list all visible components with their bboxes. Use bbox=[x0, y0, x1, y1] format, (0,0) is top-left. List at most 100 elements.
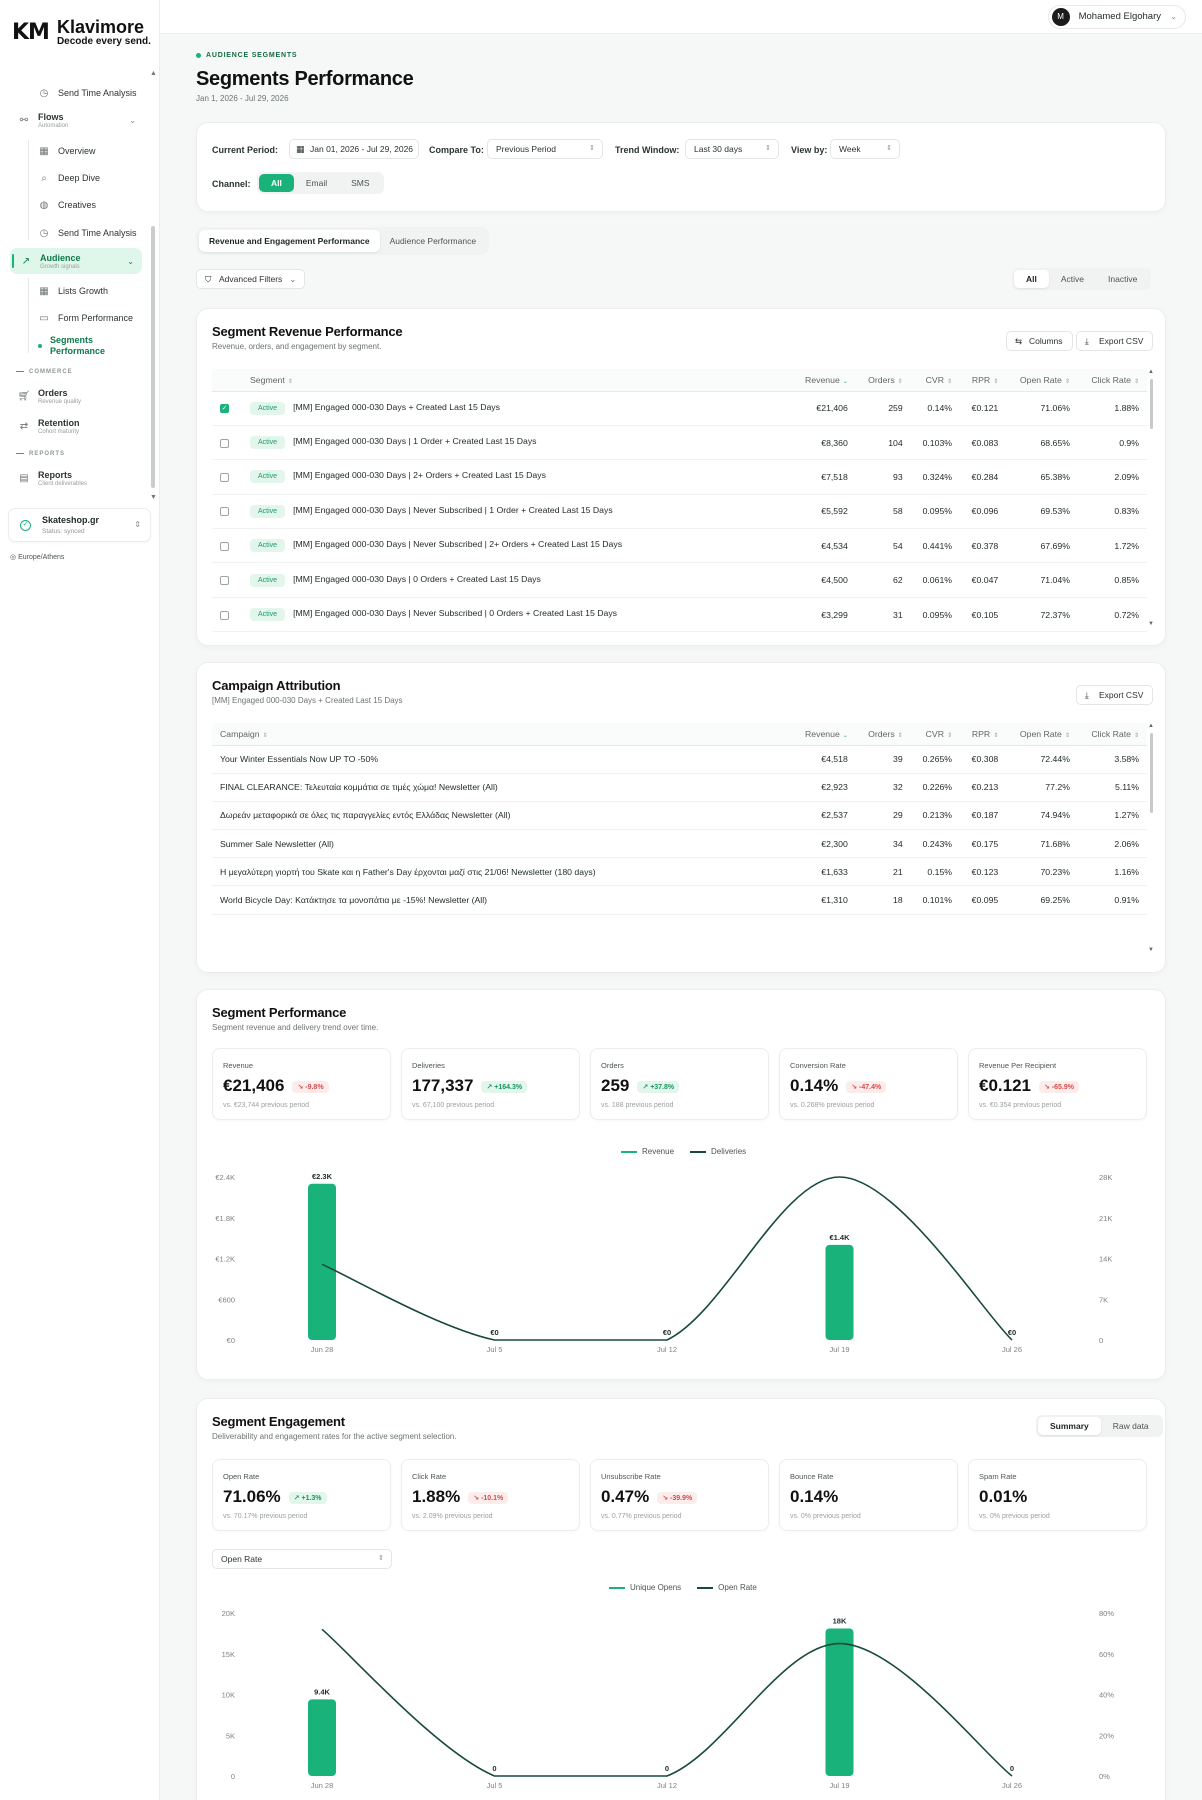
segment-performance-card: Segment Performance Segment revenue and … bbox=[196, 989, 1166, 1380]
columns-button[interactable]: ⇆ Columns bbox=[1006, 331, 1073, 351]
campaign-column-header[interactable]: Campaign ⇕ bbox=[212, 723, 792, 746]
clock-icon: ◷ bbox=[39, 227, 49, 239]
campaign-name-cell: Summer Sale Newsletter (All) bbox=[212, 829, 792, 859]
open-rate-column-header[interactable]: Open Rate ⇕ bbox=[1006, 723, 1078, 746]
revenue-cell: €8,360 bbox=[792, 425, 856, 461]
scroll-up-icon[interactable]: ▲ bbox=[150, 70, 157, 77]
sidebar-item-creatives[interactable]: ◍ Creatives bbox=[38, 199, 96, 211]
table-row[interactable]: Active [MM] Engaged 000-030 Days | 1 Orde… bbox=[212, 425, 1147, 461]
row-checkbox[interactable] bbox=[220, 473, 229, 483]
row-checkbox[interactable] bbox=[220, 610, 229, 620]
orders-column-header[interactable]: Orders ⇕ bbox=[855, 369, 911, 392]
campaign-export-csv-button[interactable]: ⤓ Export CSV bbox=[1076, 685, 1154, 705]
click-rate-column-header[interactable]: Click Rate ⇕ bbox=[1077, 723, 1147, 746]
sidebar-item-lists-growth[interactable]: ▦ Lists Growth bbox=[38, 285, 108, 297]
kpi-value: 71.06% bbox=[223, 1487, 281, 1506]
engagement-metric-select[interactable]: Open Rate ⇕ bbox=[212, 1549, 392, 1569]
open-rate-column-header[interactable]: Open Rate ⇕ bbox=[1006, 369, 1078, 392]
table-row[interactable]: World Bicycle Day: Κατάκτησε τα μονοπάτι… bbox=[212, 885, 1147, 915]
sidebar-item-reports[interactable]: ▤ Reports Client deliverables bbox=[18, 470, 87, 487]
table-row[interactable]: Active [MM] Engaged 000-030 Days | Never … bbox=[212, 494, 1147, 530]
status-inactive[interactable]: Inactive bbox=[1108, 274, 1138, 284]
scroll-up-icon[interactable]: ▲ bbox=[1148, 723, 1154, 729]
row-checkbox[interactable] bbox=[220, 438, 229, 448]
segment-revenue-title: Segment Revenue Performance bbox=[212, 324, 403, 339]
segment-table-scrollbar[interactable]: ▲ ▼ bbox=[1148, 369, 1154, 629]
table-row[interactable]: Active [MM] Engaged 000-030 Days | 2+ Ord… bbox=[212, 459, 1147, 495]
sidebar-scroll-thumb[interactable] bbox=[151, 226, 155, 488]
table-row[interactable]: Active [MM] Engaged 000-030 Days | Never … bbox=[212, 597, 1147, 633]
cvr-column-header[interactable]: CVR ⇕ bbox=[910, 723, 961, 746]
row-checkbox[interactable] bbox=[220, 576, 229, 586]
revenue-column-header[interactable]: Revenue ⌄ bbox=[792, 723, 856, 746]
campaign-table-scrollbar[interactable]: ▲ ▼ bbox=[1148, 723, 1154, 955]
sidebar-item-segments-performance[interactable]: Segments Performance bbox=[38, 335, 128, 357]
store-switcher[interactable]: ✓ Skateshop.gr Status: synced ⇕ bbox=[8, 508, 151, 542]
legend-item-revenue[interactable]: Revenue bbox=[621, 1147, 674, 1156]
status-active[interactable]: Active bbox=[1060, 274, 1085, 284]
tab-revenue-engagement[interactable]: Revenue and Engagement Performance bbox=[199, 230, 380, 252]
compare-select[interactable]: Previous Period ⇕ bbox=[487, 139, 603, 159]
table-row[interactable]: FINAL CLEARANCE: Τελευταία κομμάτια σε τ… bbox=[212, 773, 1147, 802]
user-menu[interactable]: M Mohamed Elgohary ⌄ bbox=[1047, 5, 1186, 29]
sidebar-item-retention[interactable]: ⇄ Retention Cohort maturity bbox=[18, 418, 80, 435]
click-rate-column-header[interactable]: Click Rate ⇕ bbox=[1077, 369, 1147, 392]
scroll-down-icon[interactable]: ▼ bbox=[150, 494, 157, 501]
scroll-down-icon[interactable]: ▼ bbox=[1148, 621, 1154, 627]
up-down-icon: ⇕ bbox=[378, 1555, 384, 1562]
sidebar-item-orders[interactable]: 🛒︎ Orders Revenue quality bbox=[18, 388, 81, 405]
tab-audience-performance[interactable]: Audience Performance bbox=[389, 236, 477, 246]
sidebar-item-form-performance[interactable]: ▭ Form Performance bbox=[38, 312, 133, 324]
trend-window-select[interactable]: Last 30 days ⇕ bbox=[685, 139, 779, 159]
scroll-up-icon[interactable]: ▲ bbox=[1148, 369, 1154, 375]
sidebar-item-deep-dive[interactable]: ⌕ Deep Dive bbox=[38, 172, 100, 184]
up-down-icon: ⇕ bbox=[589, 145, 595, 152]
rpr-cell: €0.047 bbox=[960, 562, 1007, 598]
revenue-column-header[interactable]: Revenue ⌄ bbox=[792, 369, 856, 392]
kpi-previous: vs. 0% previous period bbox=[979, 1513, 1050, 1520]
sidebar-item-send-time-analysis[interactable]: ◷ Send Time Analysis bbox=[38, 87, 137, 99]
brand-logo[interactable]: KM Klavimore Decode every send. bbox=[12, 18, 151, 47]
channel-all[interactable]: All bbox=[259, 174, 294, 192]
rpr-column-header[interactable]: RPR ⇕ bbox=[960, 369, 1007, 392]
legend-item-deliveries[interactable]: Deliveries bbox=[690, 1147, 746, 1156]
table-row[interactable]: Summer Sale Newsletter (All) €2,300 34 0.24… bbox=[212, 829, 1147, 859]
table-row[interactable]: Active [MM] Engaged 000-030 Days | 0 Orde… bbox=[212, 562, 1147, 598]
sidebar-item-overview[interactable]: ▦ Overview bbox=[38, 145, 95, 157]
sidebar-item-flows[interactable]: ⚯ Flows Automation ⌄ bbox=[18, 112, 136, 129]
orders-column-header[interactable]: Orders ⇕ bbox=[855, 723, 911, 746]
channel-email[interactable]: Email bbox=[305, 178, 328, 188]
scroll-down-icon[interactable]: ▼ bbox=[1148, 947, 1154, 953]
current-period-picker[interactable]: ▦ Jan 01, 2026 - Jul 29, 2026 bbox=[289, 139, 419, 159]
scroll-thumb[interactable] bbox=[1150, 379, 1153, 429]
sidebar-item-audience[interactable]: ↗ Audience Growth signals ⌄ bbox=[10, 248, 142, 274]
row-checkbox[interactable] bbox=[220, 507, 229, 517]
row-checkbox[interactable]: ✓ bbox=[220, 404, 229, 414]
legend-item-open-rate[interactable]: Open Rate bbox=[697, 1583, 757, 1592]
segment-column-header[interactable]: Segment ⇕ bbox=[242, 369, 792, 392]
table-row[interactable]: Δωρεάν μεταφορικά σε όλες τις παραγγελίε… bbox=[212, 801, 1147, 831]
sidebar-item-send-time-analysis-flows[interactable]: ◷ Send Time Analysis bbox=[38, 227, 137, 239]
header-label: Segment bbox=[250, 374, 285, 385]
export-csv-button[interactable]: ⤓ Export CSV bbox=[1076, 331, 1154, 351]
rpr-column-header[interactable]: RPR ⇕ bbox=[960, 723, 1007, 746]
view-by-select[interactable]: Week ⇕ bbox=[830, 139, 900, 159]
status-all[interactable]: All bbox=[1014, 270, 1049, 288]
scroll-thumb[interactable] bbox=[1150, 733, 1153, 813]
view-raw-data[interactable]: Raw data bbox=[1112, 1421, 1149, 1431]
table-row[interactable]: Η μεγαλύτερη γιορτή του Skate και η Fath… bbox=[212, 857, 1147, 887]
sidebar-item-label: Lists Growth bbox=[58, 286, 109, 296]
y-right-tick-label: 20% bbox=[1099, 1731, 1114, 1740]
cvr-column-header[interactable]: CVR ⇕ bbox=[910, 369, 961, 392]
sidebar-scrollbar[interactable]: ▲ ▼ bbox=[150, 70, 157, 501]
table-row[interactable]: Active [MM] Engaged 000-030 Days | Never … bbox=[212, 528, 1147, 564]
row-checkbox[interactable] bbox=[220, 541, 229, 551]
advanced-filters-button[interactable]: ⛉ Advanced Filters ⌄ bbox=[196, 269, 306, 289]
legend-item-unique-opens[interactable]: Unique Opens bbox=[609, 1583, 681, 1592]
y-left-tick-label: €1.2K bbox=[215, 1255, 235, 1264]
table-row[interactable]: Your Winter Essentials Now UP TO -50% €4,… bbox=[212, 745, 1147, 774]
channel-sms[interactable]: SMS bbox=[351, 178, 370, 188]
x-tick-label: Jul 12 bbox=[657, 1345, 677, 1354]
table-row[interactable]: ✓ Active [MM] Engaged 000-030 Days + Creat… bbox=[212, 391, 1147, 426]
view-summary[interactable]: Summary bbox=[1038, 1417, 1101, 1435]
